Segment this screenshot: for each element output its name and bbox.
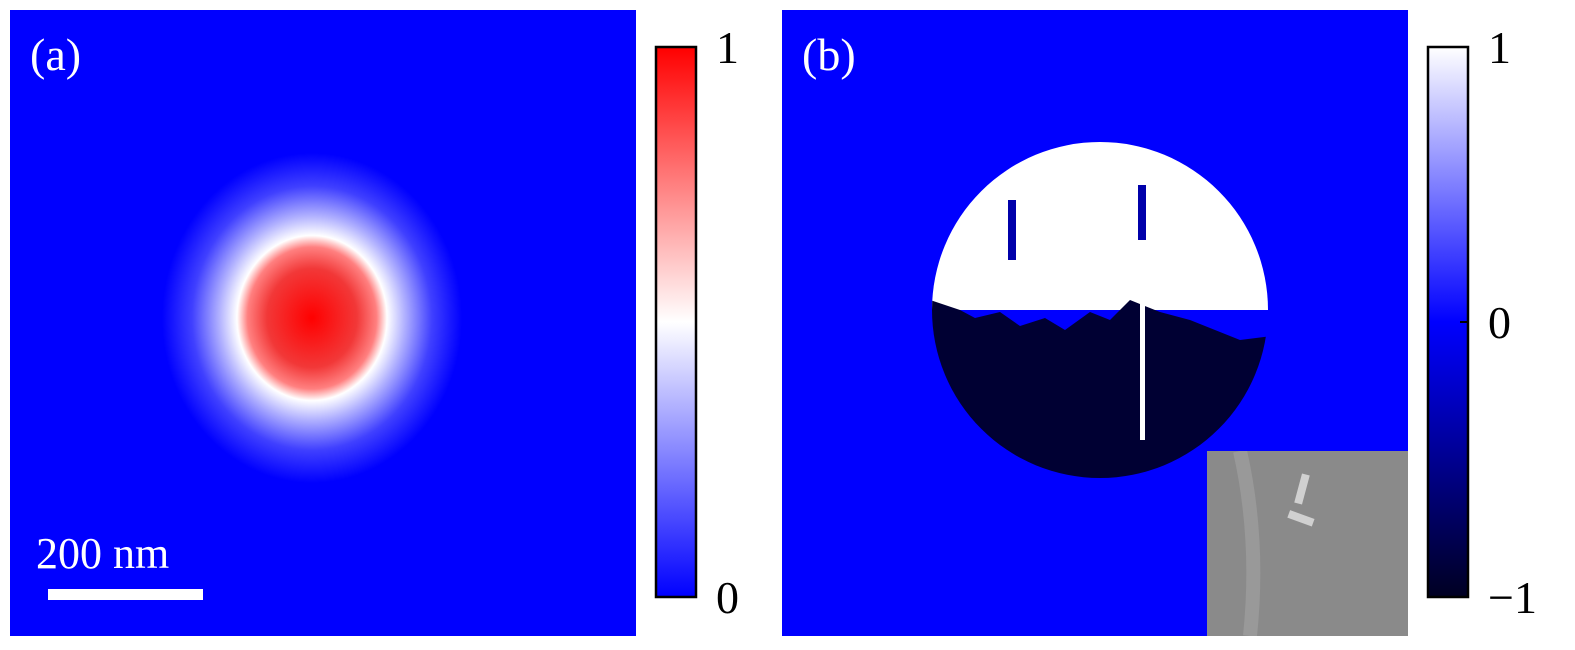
colorbar-tick-label: 1 xyxy=(716,22,739,73)
colorbar-tick-label: 1 xyxy=(1488,22,1511,73)
colorbar-tick-label: 0 xyxy=(1488,297,1511,348)
scale-bar xyxy=(48,589,203,600)
sem-inset xyxy=(1207,451,1408,636)
panel-label: (b) xyxy=(802,29,856,80)
panel-label: (a) xyxy=(30,29,81,80)
colorbar-tick-label: 0 xyxy=(716,572,739,623)
colorbar-tick-label: −1 xyxy=(1488,572,1537,623)
scale-bar-label: 200 nm xyxy=(36,529,169,578)
colorbar xyxy=(654,45,698,599)
intensity-spot xyxy=(10,10,636,636)
